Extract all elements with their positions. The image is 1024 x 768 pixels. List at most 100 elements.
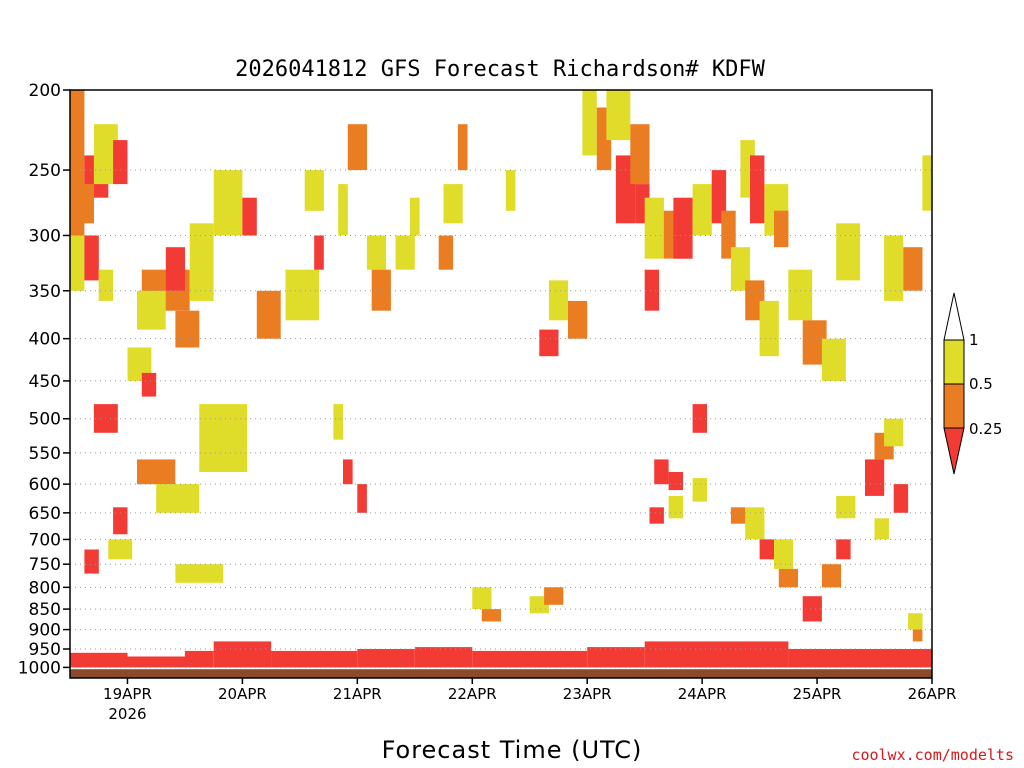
ri-cell xyxy=(821,338,846,381)
ri-cell xyxy=(884,418,904,447)
ri-cell xyxy=(314,235,324,270)
ri-cell xyxy=(893,484,909,513)
legend-swatch-top-arrow xyxy=(943,292,965,341)
ri-cell xyxy=(644,197,664,259)
x-tick-label: 22APR xyxy=(448,685,497,703)
ri-cell xyxy=(649,507,664,524)
y-tick-label: 850 xyxy=(29,600,61,620)
ri-cell xyxy=(774,210,789,248)
ri-cell xyxy=(821,564,842,588)
plot-frame xyxy=(69,89,933,679)
ri-cell xyxy=(438,235,454,270)
ri-cell xyxy=(548,280,569,321)
terrain-fill xyxy=(70,669,932,678)
ri-cell xyxy=(759,300,779,357)
ri-cell xyxy=(137,290,166,330)
y-tick-label: 900 xyxy=(29,621,61,641)
ri-cell xyxy=(884,235,904,301)
ri-cell xyxy=(673,197,693,259)
ri-cell xyxy=(644,641,789,668)
ri-cell xyxy=(711,170,727,224)
ri-cell xyxy=(347,124,367,171)
ri-cell xyxy=(692,478,707,502)
x-tick-label: 26APR xyxy=(908,685,957,703)
ri-cell xyxy=(505,170,516,211)
ri-cell xyxy=(189,223,214,301)
ri-cell xyxy=(802,596,822,622)
chart-title: 2026041812 GFS Forecast Richardson# KDFW xyxy=(235,57,766,82)
ri-cell xyxy=(175,310,200,348)
ri-cell xyxy=(98,269,114,301)
ri-cell xyxy=(304,170,324,211)
ri-cell xyxy=(908,613,923,630)
ri-cell xyxy=(74,184,94,224)
legend-label: 0.5 xyxy=(969,375,993,393)
ri-cell xyxy=(481,609,501,622)
credit-link[interactable]: coolwx.com/modelts xyxy=(851,746,1014,764)
y-tick-label: 950 xyxy=(29,640,61,660)
ri-cell xyxy=(338,184,348,236)
ri-cell xyxy=(357,484,367,513)
ri-cell xyxy=(802,320,827,365)
ri-cell xyxy=(84,235,99,281)
ri-cell xyxy=(692,404,707,433)
ri-cell xyxy=(730,247,751,291)
ri-cell xyxy=(127,347,152,381)
ri-cell xyxy=(213,170,243,236)
ri-cell xyxy=(668,472,683,491)
ri-cell xyxy=(774,539,794,569)
ri-cell xyxy=(692,184,712,236)
ri-cell xyxy=(836,495,856,519)
y-tick-label: 500 xyxy=(29,410,61,430)
ri-cell xyxy=(70,235,85,291)
ri-cell xyxy=(343,459,353,485)
y-tick-label: 300 xyxy=(29,226,61,246)
y-tick-label: 1000 xyxy=(18,658,61,678)
legend-swatch xyxy=(943,339,965,385)
y-tick-label: 600 xyxy=(29,475,61,495)
ri-cell xyxy=(582,90,597,156)
x-tick-year: 2026 xyxy=(108,705,146,723)
ri-cell xyxy=(544,587,564,605)
ri-cell xyxy=(654,459,669,485)
x-tick-label: 25APR xyxy=(793,685,842,703)
ri-cell xyxy=(745,507,765,540)
color-legend: 1 0.5 0.25 xyxy=(943,292,1002,475)
ri-cell xyxy=(759,539,774,560)
ri-cell xyxy=(84,549,99,574)
ri-cell xyxy=(213,641,272,668)
legend-swatch-bottom-arrow xyxy=(943,427,965,475)
y-tick-label: 650 xyxy=(29,504,61,524)
ri-cell xyxy=(357,649,415,668)
ri-cell xyxy=(644,269,660,311)
ri-cell xyxy=(271,650,358,668)
y-tick-label: 750 xyxy=(29,555,61,575)
ri-cell xyxy=(587,647,645,668)
x-axis: 19APR 2026 20APR 21APR 22APR 23APR 24APR 25APR 2… xyxy=(103,678,956,723)
richardson-cells xyxy=(70,90,932,678)
y-tick-label: 250 xyxy=(29,161,61,181)
ri-cell xyxy=(606,90,631,141)
ri-cell xyxy=(184,650,214,668)
ri-cell xyxy=(366,235,387,270)
ri-cell xyxy=(141,372,157,397)
ri-cell xyxy=(730,507,746,524)
ri-cell xyxy=(836,223,861,281)
ri-cell xyxy=(750,155,765,224)
ri-cell xyxy=(903,247,923,291)
ri-cell xyxy=(778,568,798,588)
ri-cell xyxy=(256,290,281,339)
x-axis-label: Forecast Time (UTC) xyxy=(382,736,643,764)
ri-cell xyxy=(721,210,736,259)
x-tick-label: 21APR xyxy=(333,685,382,703)
ri-cell xyxy=(668,495,683,519)
ri-cell xyxy=(472,650,588,668)
ri-cell xyxy=(371,269,391,311)
ri-cell xyxy=(568,300,588,339)
ri-cell xyxy=(410,197,420,236)
y-tick-label: 450 xyxy=(29,372,61,392)
ri-cell xyxy=(395,235,415,270)
ri-cell xyxy=(836,539,851,560)
ri-cell xyxy=(333,404,343,440)
ri-cell xyxy=(137,459,176,485)
